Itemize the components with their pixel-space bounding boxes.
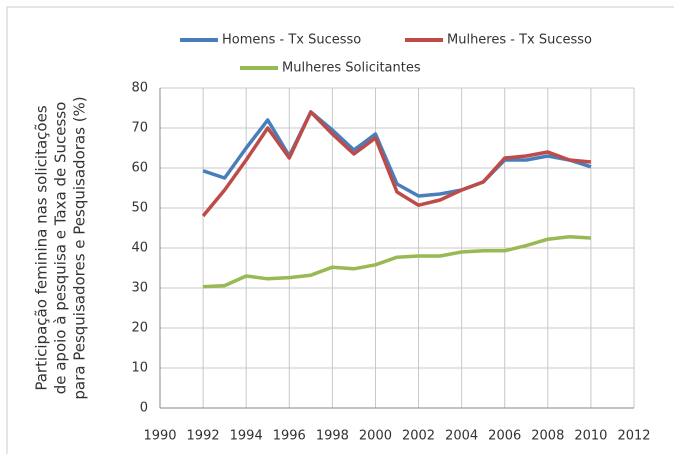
y-tick-label: 0 [140, 401, 148, 416]
x-tick-label: 2000 [359, 429, 392, 444]
y-tick-label: 50 [131, 201, 148, 216]
x-tick-label: 1994 [230, 429, 263, 444]
y-tick-label: 30 [131, 281, 148, 296]
x-tick-label: 2008 [531, 429, 564, 444]
x-tick-label: 2012 [617, 429, 650, 444]
legend-label: Mulheres - Tx Sucesso [447, 33, 592, 48]
x-tick-label: 1998 [316, 429, 349, 444]
line-series [201, 110, 592, 218]
legend-label: Homens - Tx Sucesso [222, 33, 361, 48]
y-tick-label: 20 [131, 321, 148, 336]
y-axis-title: para Pesquisadores e Pesquisadoras (%) [71, 96, 89, 399]
legend-label: Mulheres Solicitantes [282, 61, 421, 76]
x-tick-label: 1996 [273, 429, 306, 444]
x-tick-label: 1992 [187, 429, 220, 444]
line-series [202, 235, 592, 289]
y-axis-title: de apoio à pesquisa e Taxa de Sucesso [52, 102, 70, 395]
y-tick-label: 10 [131, 361, 148, 376]
y-tick-label: 80 [131, 81, 148, 96]
x-tick-label: 2004 [445, 429, 478, 444]
y-tick-label: 40 [131, 241, 148, 256]
x-tick-label: 1990 [143, 429, 176, 444]
x-tick-label: 2010 [574, 429, 607, 444]
y-axis-title: Participação feminina nas solicitações [33, 105, 51, 390]
line-series [202, 110, 592, 198]
y-tick-label: 60 [131, 161, 148, 176]
x-tick-label: 2006 [488, 429, 521, 444]
x-tick-label: 2002 [402, 429, 435, 444]
chart-border [6, 6, 674, 458]
y-tick-label: 70 [131, 121, 148, 136]
